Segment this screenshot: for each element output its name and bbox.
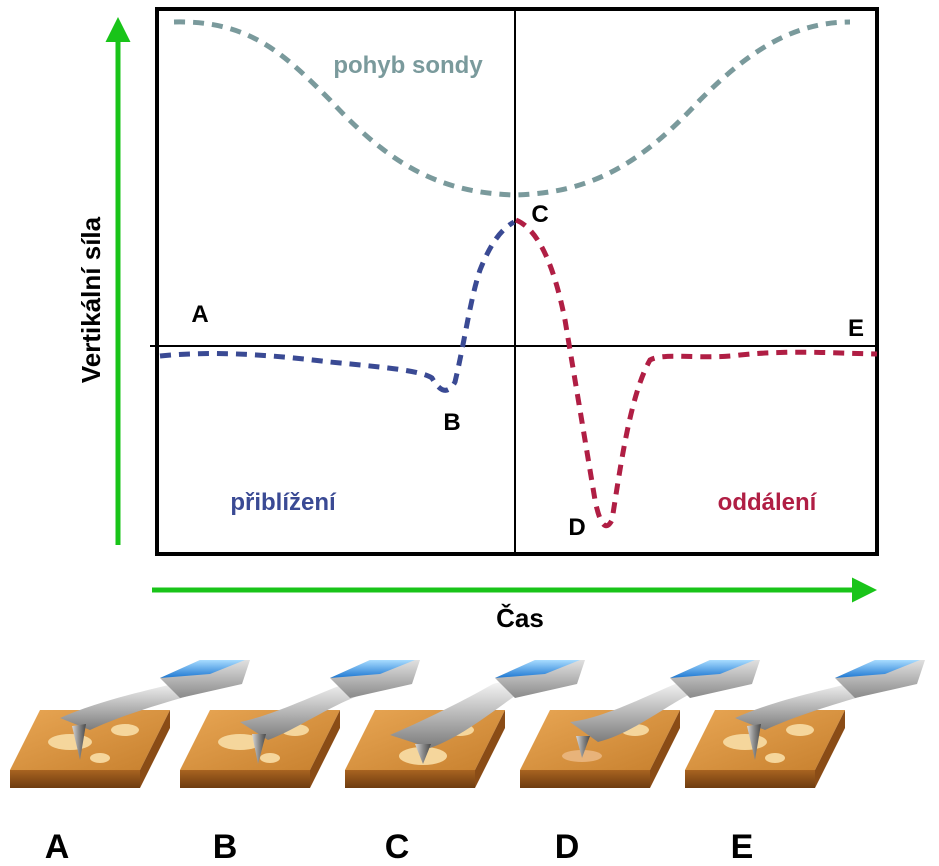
point-a-label: A — [191, 301, 208, 328]
probe-motion-label: pohyb sondy — [333, 52, 483, 79]
stage-illustration-c — [345, 660, 585, 788]
approach-label: přiblížení — [230, 489, 337, 516]
point-d-label: D — [568, 514, 585, 541]
point-e-label: E — [848, 315, 864, 342]
plot-frame — [155, 7, 879, 556]
stage-illustration-e — [685, 660, 925, 788]
probe-motion-curve — [173, 19, 851, 198]
stage-illustration-d — [520, 660, 760, 788]
approach-curve — [159, 219, 516, 393]
retract-label: oddálení — [718, 489, 818, 516]
stage-label-e: E — [731, 828, 754, 866]
stage-illustration-b — [180, 660, 420, 788]
stage-label-b: B — [213, 828, 238, 866]
stage-label-c: C — [385, 828, 410, 866]
stage-label-d: D — [555, 828, 580, 866]
x-axis-label: Čas — [496, 603, 544, 633]
retract-curve — [514, 217, 878, 529]
point-c-label: C — [531, 201, 548, 228]
stage-label-a: A — [45, 828, 70, 866]
point-b-label: B — [443, 409, 460, 436]
stage-illustration-a — [10, 660, 250, 788]
y-axis-label: Vertikální síla — [76, 216, 106, 383]
